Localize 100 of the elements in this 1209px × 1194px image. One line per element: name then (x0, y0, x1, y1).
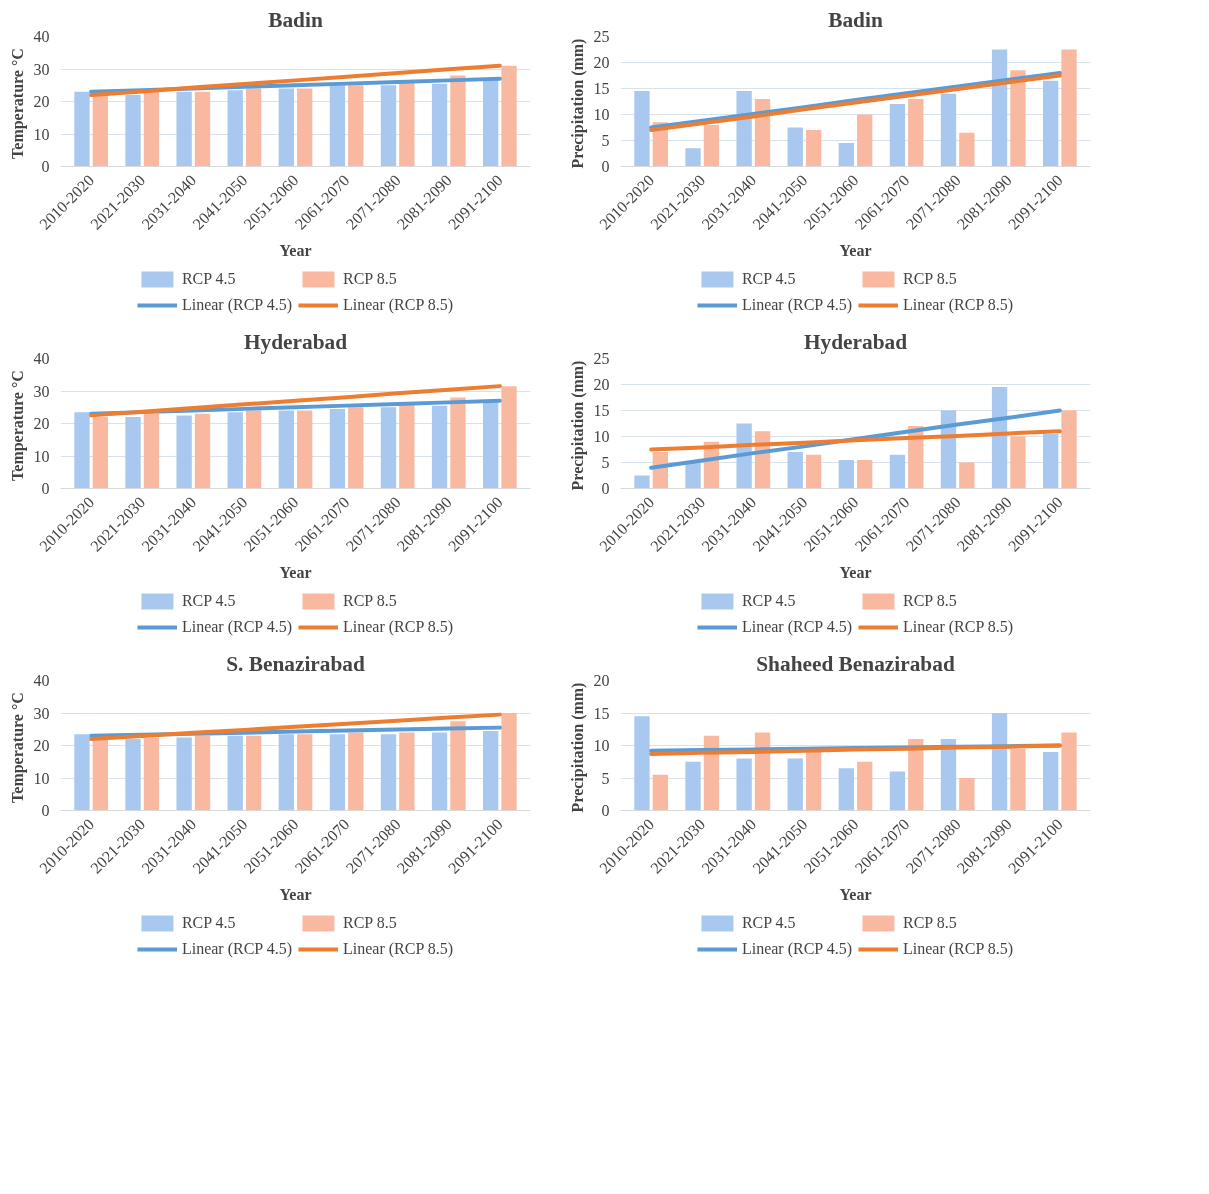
bar (1010, 748, 1026, 811)
y-tick-label: 5 (601, 454, 610, 471)
bar (908, 739, 924, 811)
y-tick-label: 25 (593, 350, 610, 367)
bar (838, 768, 854, 811)
y-tick-label: 40 (33, 28, 50, 45)
x-axis-title: Year (279, 886, 312, 904)
bar (399, 82, 415, 167)
y-tick-label: 30 (33, 60, 50, 78)
line-series (89, 384, 502, 418)
bar (92, 417, 109, 489)
chart-title: Hyderabad (243, 329, 348, 354)
bar (92, 95, 109, 167)
y-tick-label: 10 (33, 769, 50, 787)
bar (634, 716, 650, 811)
legend-label: Linear (RCP 4.5) (181, 618, 292, 636)
chart-title: S. Benazirabad (226, 651, 365, 676)
y-axis-title: Temperature °C (8, 692, 27, 803)
bar (245, 88, 262, 167)
chart-title: Shaheed Benazirabad (756, 651, 955, 676)
legend-label: RCP 8.5 (903, 270, 957, 288)
bar (940, 93, 957, 167)
y-tick-label: 10 (593, 737, 610, 754)
bar (227, 412, 243, 489)
line-series (89, 63, 502, 97)
bar (501, 713, 517, 811)
bar (634, 91, 650, 167)
y-axis-title: Temperature °C (8, 370, 27, 481)
bar (805, 454, 822, 489)
bar (194, 735, 211, 811)
legend-label: Linear (RCP 4.5) (741, 296, 852, 314)
y-tick-label: 10 (33, 447, 50, 465)
y-tick-label: 5 (601, 132, 610, 149)
bar (1010, 70, 1026, 167)
bar (501, 65, 517, 167)
bar (805, 130, 822, 167)
line-series (89, 712, 502, 741)
legend-label: Linear (RCP 4.5) (741, 618, 852, 636)
x-axis-title: Year (839, 564, 872, 582)
y-tick-label: 15 (593, 80, 610, 97)
bar (838, 143, 854, 167)
bar (278, 734, 294, 811)
bar (297, 88, 313, 167)
bar (685, 148, 701, 167)
chart-title: Badin (828, 7, 883, 32)
bar (194, 413, 211, 489)
bar (329, 85, 346, 167)
bar (787, 452, 803, 489)
bar (227, 90, 243, 167)
bar (399, 404, 415, 489)
legend-label: Linear (RCP 4.5) (741, 940, 852, 958)
y-tick-label: 10 (593, 428, 610, 445)
y-tick-label: 15 (593, 704, 610, 722)
bar (297, 410, 313, 489)
chart-title: Hyderabad (803, 329, 908, 354)
bar (245, 410, 262, 489)
bar (125, 739, 141, 811)
legend-label: RCP 4.5 (181, 592, 236, 610)
bar (450, 397, 466, 489)
y-tick-label: 0 (41, 480, 50, 497)
bar (143, 91, 160, 167)
y-tick-label: 10 (593, 106, 610, 123)
y-axis-title: Temperature °C (8, 48, 27, 159)
legend-label: RCP 8.5 (343, 270, 397, 288)
y-tick-label: 0 (601, 480, 610, 497)
bar (297, 734, 313, 811)
bar (1010, 436, 1026, 489)
legend-label: Linear (RCP 8.5) (343, 618, 454, 636)
legend-label: RCP 8.5 (343, 914, 397, 932)
bar (959, 132, 975, 167)
y-tick-label: 15 (593, 402, 610, 419)
bar (125, 95, 141, 167)
bar (736, 91, 752, 167)
bar (278, 88, 294, 167)
y-axis-title: Precipitation (mm) (568, 682, 587, 813)
legend-label: RCP 4.5 (741, 914, 796, 932)
bar (380, 85, 397, 167)
legend-label: Linear (RCP 8.5) (903, 618, 1014, 636)
chart-title: Badin (268, 7, 323, 32)
bar (176, 91, 192, 167)
y-tick-label: 5 (601, 769, 610, 787)
bar (143, 737, 160, 811)
bar (278, 410, 294, 489)
bar (787, 127, 803, 167)
y-tick-label: 20 (593, 376, 610, 393)
bar (1042, 752, 1059, 811)
y-tick-label: 30 (33, 382, 50, 400)
bar (991, 713, 1008, 811)
bar (1061, 732, 1077, 811)
bar (652, 774, 669, 811)
legend-label: Linear (RCP 8.5) (343, 940, 454, 958)
legend-label: Linear (RCP 4.5) (181, 296, 292, 314)
bar (482, 730, 499, 811)
bar (329, 734, 346, 811)
bar (245, 735, 262, 811)
y-tick-label: 20 (33, 737, 50, 754)
y-tick-label: 40 (33, 672, 50, 689)
bar (348, 732, 364, 811)
y-axis-title: Precipitation (mm) (568, 38, 587, 169)
bar (787, 758, 803, 811)
